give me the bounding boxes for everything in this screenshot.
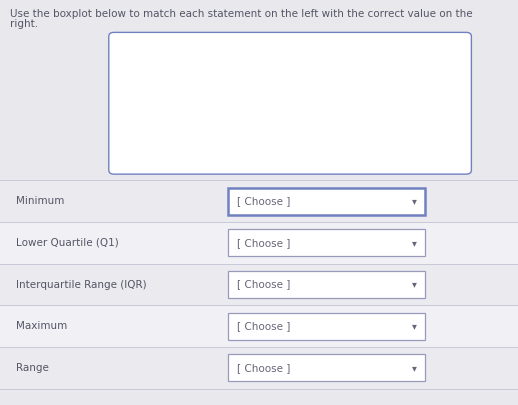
Text: ▾: ▾ [412, 363, 417, 373]
Text: Use the boxplot below to match each statement on the left with the correct value: Use the boxplot below to match each stat… [10, 9, 473, 19]
Text: [ Choose ]: [ Choose ] [237, 279, 291, 290]
Bar [221, 73, 352, 134]
Text: right.: right. [10, 19, 38, 30]
Text: ▾: ▾ [412, 279, 417, 290]
Text: Range: Range [16, 363, 48, 373]
Text: Minimum: Minimum [16, 196, 64, 206]
Text: 20: 20 [248, 47, 260, 57]
Text: Lower Quartile (Q1): Lower Quartile (Q1) [16, 238, 118, 248]
Text: [ Choose ]: [ Choose ] [237, 363, 291, 373]
Text: [ Choose ]: [ Choose ] [237, 238, 291, 248]
Text: 15: 15 [215, 47, 227, 57]
Text: ▾: ▾ [412, 238, 417, 248]
Text: 45: 45 [412, 47, 424, 57]
Text: ▾: ▾ [412, 196, 417, 206]
Text: ▾: ▾ [412, 321, 417, 331]
Text: 35: 35 [346, 47, 358, 57]
Text: [ Choose ]: [ Choose ] [237, 321, 291, 331]
Text: 5: 5 [153, 47, 159, 57]
Text: Maximum: Maximum [16, 321, 67, 331]
Text: Interquartile Range (IQR): Interquartile Range (IQR) [16, 279, 146, 290]
Text: [ Choose ]: [ Choose ] [237, 196, 291, 206]
